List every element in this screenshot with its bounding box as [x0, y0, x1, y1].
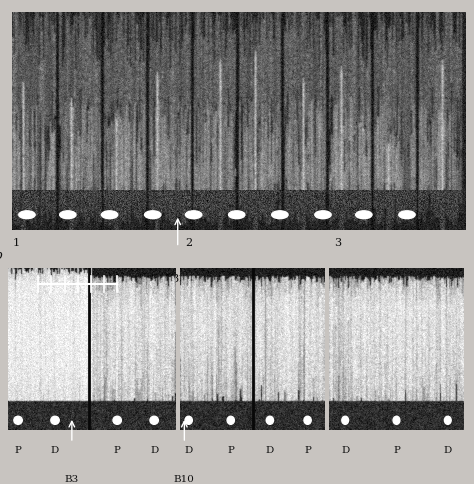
- Text: D: D: [444, 446, 452, 455]
- Text: b: b: [0, 248, 2, 261]
- Circle shape: [113, 416, 121, 424]
- Circle shape: [399, 211, 415, 219]
- Text: 2: 2: [185, 238, 192, 248]
- Circle shape: [19, 211, 35, 219]
- Text: 1: 1: [13, 238, 20, 248]
- Text: D: D: [150, 446, 158, 455]
- Circle shape: [51, 416, 59, 424]
- Circle shape: [185, 416, 192, 424]
- Circle shape: [445, 416, 451, 424]
- Circle shape: [356, 211, 372, 219]
- Circle shape: [304, 416, 311, 424]
- Circle shape: [228, 211, 245, 219]
- Text: P: P: [304, 446, 311, 455]
- Circle shape: [101, 211, 118, 219]
- Text: B10: B10: [174, 475, 195, 484]
- Circle shape: [145, 211, 161, 219]
- Text: D: D: [51, 446, 59, 455]
- Circle shape: [272, 211, 288, 219]
- Circle shape: [60, 211, 76, 219]
- Text: B3: B3: [65, 475, 79, 484]
- Text: 3: 3: [334, 238, 341, 248]
- Text: P: P: [393, 446, 400, 455]
- Circle shape: [185, 211, 202, 219]
- Circle shape: [14, 416, 22, 424]
- Circle shape: [266, 416, 273, 424]
- Circle shape: [342, 416, 348, 424]
- Text: P: P: [228, 446, 234, 455]
- Text: D: D: [184, 446, 193, 455]
- Circle shape: [150, 416, 158, 424]
- Circle shape: [227, 416, 234, 424]
- Circle shape: [393, 416, 400, 424]
- Text: D: D: [266, 446, 274, 455]
- Text: P: P: [15, 446, 21, 455]
- Text: D: D: [341, 446, 349, 455]
- Text: a: a: [10, 0, 17, 3]
- Text: P: P: [114, 446, 121, 455]
- Text: B1: B1: [170, 273, 185, 284]
- Circle shape: [315, 211, 331, 219]
